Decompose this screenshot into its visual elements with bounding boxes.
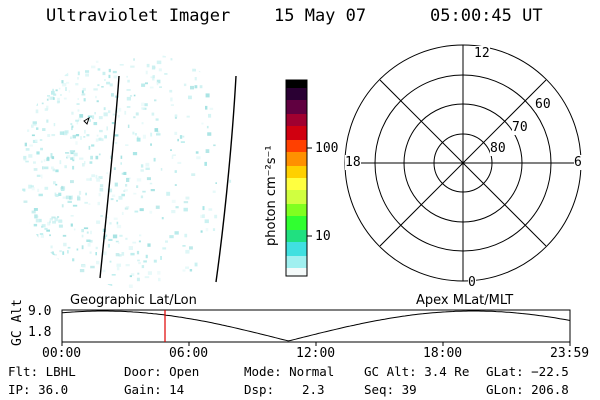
time-tick-0000: 00:00 xyxy=(42,346,82,361)
glon-info: GLon: 206.8 xyxy=(486,382,569,397)
colorbar-tick-label-100: 100 xyxy=(315,141,339,156)
geographic-label: Geographic Lat/Lon xyxy=(70,293,197,308)
time-tick-1200: 12:00 xyxy=(296,346,336,361)
small-contour xyxy=(83,116,90,125)
ip-info: IP: 36.0 xyxy=(8,382,69,397)
time-tick-0600: 06:00 xyxy=(169,346,209,361)
gain-info: Gain: 14 xyxy=(124,382,185,397)
orbit-altitude-curve xyxy=(61,310,571,342)
dsp-value: 2.3 xyxy=(302,382,325,397)
orbit-plot-frame xyxy=(61,309,571,343)
mlt-label-6: 6 xyxy=(574,155,582,170)
mlat-label-60: 60 xyxy=(535,97,551,112)
apex-label: Apex MLat/MLT xyxy=(416,293,514,308)
time-tick-1800: 18:00 xyxy=(423,346,463,361)
orbit-x-ticks xyxy=(61,342,571,346)
colorbar-tick-label-10: 10 xyxy=(315,229,331,244)
gc-alt-tick-high: 9.0 xyxy=(28,304,52,319)
time-tick-2359: 23:59 xyxy=(550,346,590,361)
mlt-label-0: 0 xyxy=(468,275,476,290)
time-label: 05:00:45 UT xyxy=(430,6,543,26)
date-label: 15 May 07 xyxy=(274,6,367,26)
gc-alt-info: GC Alt: 3.4 Re xyxy=(364,364,470,379)
longitude-line-1 xyxy=(99,75,120,279)
door-info: Door: Open xyxy=(124,364,200,379)
seq-info: Seq: 39 xyxy=(364,382,417,397)
colorbar-frame xyxy=(285,79,308,277)
polar-diagonal-2 xyxy=(379,79,547,247)
mlat-label-80: 80 xyxy=(490,141,506,156)
mode-info: Mode: Normal xyxy=(244,364,335,379)
glat-info: GLat: −22.5 xyxy=(486,364,569,379)
mlt-label-12: 12 xyxy=(474,46,490,61)
filter-info: Flt: LBHL xyxy=(8,364,76,379)
instrument-title: Ultraviolet Imager xyxy=(46,6,231,26)
gc-alt-tick-low: 1.8 xyxy=(28,325,52,340)
mlt-label-18: 18 xyxy=(345,155,361,170)
mlat-label-70: 70 xyxy=(512,120,528,135)
dsp-label: Dsp: xyxy=(244,382,275,397)
longitude-line-2 xyxy=(215,75,237,283)
